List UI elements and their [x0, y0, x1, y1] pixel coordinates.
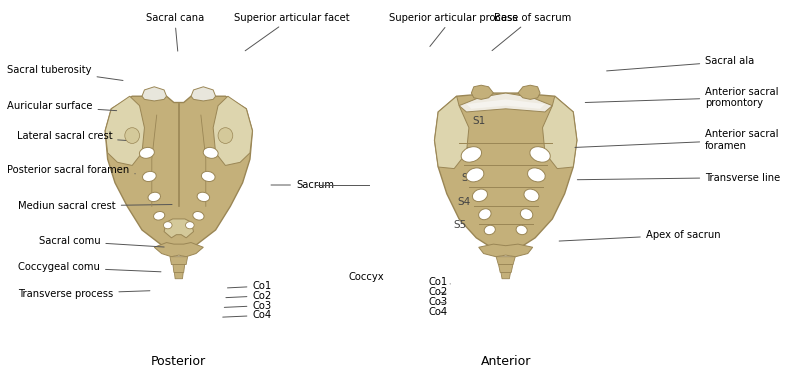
Polygon shape	[501, 273, 510, 279]
Ellipse shape	[142, 171, 156, 182]
Text: Co1: Co1	[227, 281, 272, 291]
Polygon shape	[478, 244, 533, 257]
Text: Co2: Co2	[428, 287, 447, 297]
Text: Co3: Co3	[428, 297, 447, 307]
Ellipse shape	[148, 192, 161, 202]
Ellipse shape	[516, 225, 527, 235]
Ellipse shape	[520, 209, 533, 220]
Text: Sacral tuberosity: Sacral tuberosity	[7, 65, 123, 80]
Text: Posterior sacral foramen: Posterior sacral foramen	[7, 165, 135, 175]
Text: Anterior: Anterior	[481, 355, 531, 368]
Polygon shape	[471, 85, 494, 99]
Text: Co3: Co3	[224, 301, 271, 311]
Ellipse shape	[202, 171, 215, 182]
Text: Base of sacrum: Base of sacrum	[492, 12, 571, 51]
Text: S4: S4	[458, 197, 470, 207]
Polygon shape	[459, 93, 552, 112]
Polygon shape	[213, 96, 253, 165]
Ellipse shape	[524, 189, 539, 202]
Text: Anterior sacral
promontory: Anterior sacral promontory	[586, 86, 778, 108]
Ellipse shape	[125, 128, 139, 143]
Polygon shape	[142, 87, 166, 101]
Text: Apex of sacrun: Apex of sacrun	[559, 230, 721, 241]
Ellipse shape	[186, 222, 194, 229]
Text: Anterior sacral
foramen: Anterior sacral foramen	[575, 129, 778, 151]
Ellipse shape	[163, 222, 172, 229]
Polygon shape	[174, 273, 183, 279]
Ellipse shape	[197, 192, 210, 202]
Polygon shape	[191, 87, 216, 101]
Ellipse shape	[139, 147, 154, 158]
Text: Sacral cana: Sacral cana	[146, 12, 204, 51]
Polygon shape	[170, 257, 188, 265]
Text: Co2: Co2	[226, 291, 272, 301]
Polygon shape	[173, 265, 185, 273]
Text: Coccygeal comu: Coccygeal comu	[18, 262, 161, 273]
Text: Auricular surface: Auricular surface	[7, 102, 117, 111]
Text: Sacral ala: Sacral ala	[606, 56, 754, 71]
Ellipse shape	[154, 211, 165, 220]
Ellipse shape	[203, 147, 218, 158]
Polygon shape	[434, 93, 577, 250]
Text: Sacral comu: Sacral comu	[38, 236, 164, 247]
Text: S1: S1	[473, 115, 486, 126]
Polygon shape	[105, 96, 145, 165]
Ellipse shape	[478, 209, 491, 220]
Text: Lateral sacral crest: Lateral sacral crest	[17, 131, 134, 141]
Text: Transverse line: Transverse line	[578, 173, 781, 182]
Polygon shape	[466, 99, 545, 109]
Ellipse shape	[473, 189, 487, 202]
Ellipse shape	[466, 168, 484, 182]
Text: Co1: Co1	[428, 277, 450, 287]
Polygon shape	[496, 257, 515, 265]
Text: Mediun sacral crest: Mediun sacral crest	[18, 201, 172, 211]
Text: Sacrum: Sacrum	[271, 180, 334, 190]
Text: S3: S3	[462, 173, 474, 182]
Ellipse shape	[461, 147, 482, 162]
Ellipse shape	[484, 225, 495, 235]
Text: Superior articular facet: Superior articular facet	[234, 12, 350, 51]
Polygon shape	[518, 85, 540, 99]
Polygon shape	[105, 96, 253, 253]
Ellipse shape	[527, 168, 546, 182]
Ellipse shape	[218, 128, 233, 143]
Text: Coccyx: Coccyx	[349, 272, 385, 282]
Ellipse shape	[193, 211, 204, 220]
Text: Superior articular process: Superior articular process	[389, 12, 517, 47]
Text: Posterior: Posterior	[151, 355, 206, 368]
Text: S5: S5	[454, 220, 466, 230]
Text: Co4: Co4	[428, 306, 447, 317]
Polygon shape	[434, 96, 469, 168]
Ellipse shape	[530, 147, 550, 162]
Polygon shape	[164, 219, 194, 238]
Polygon shape	[542, 96, 577, 168]
Polygon shape	[498, 265, 513, 273]
Polygon shape	[154, 243, 203, 257]
Text: S2: S2	[466, 147, 478, 157]
Text: Transverse process: Transverse process	[18, 289, 150, 299]
Text: Co4: Co4	[222, 310, 271, 320]
